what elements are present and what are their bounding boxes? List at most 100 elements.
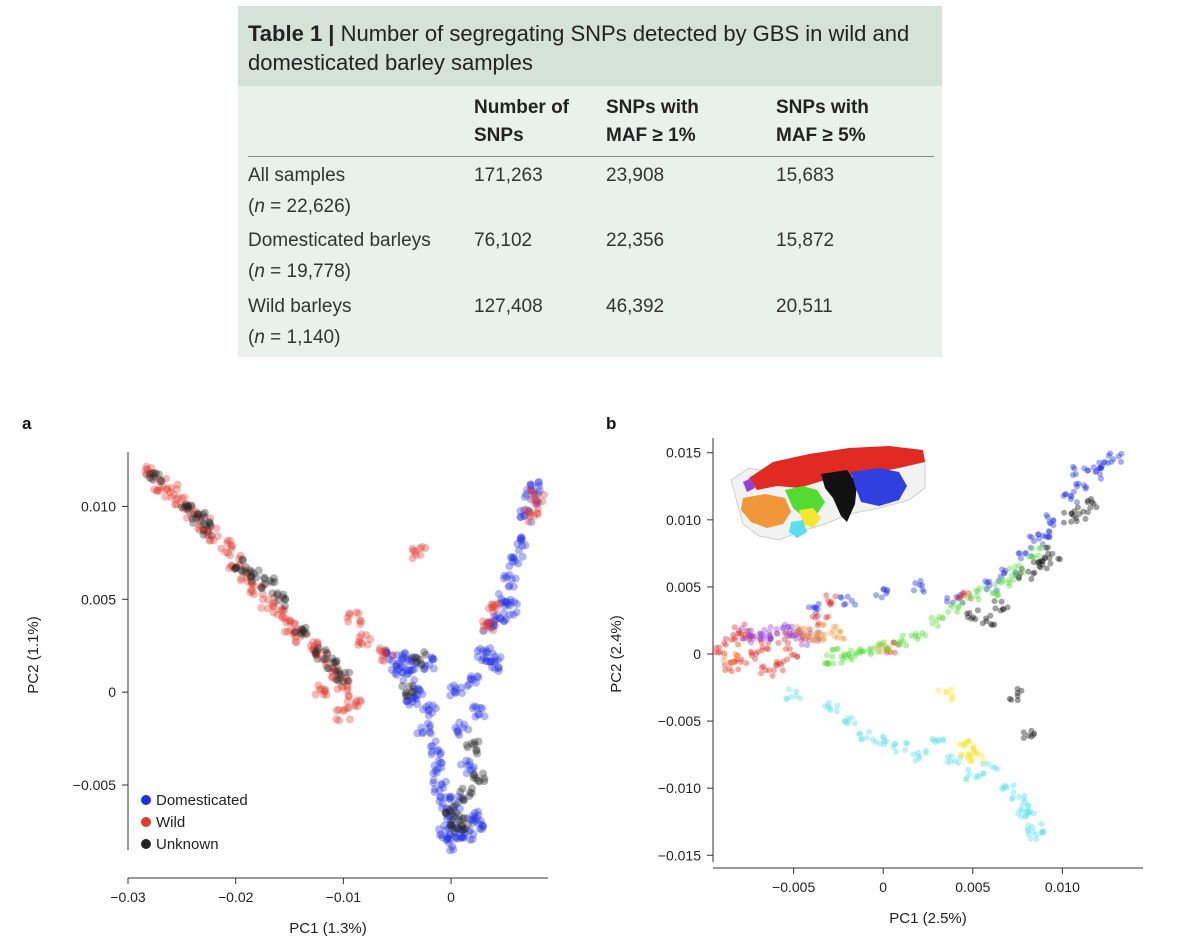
scatter-point bbox=[337, 670, 346, 679]
scatter-point bbox=[321, 660, 330, 669]
scatter-point bbox=[459, 796, 468, 805]
scatter-point bbox=[496, 599, 505, 608]
scatter-point bbox=[829, 653, 836, 660]
scatter-point bbox=[143, 465, 152, 474]
scatter-point bbox=[437, 793, 446, 802]
scatter-point bbox=[1050, 517, 1057, 524]
scatter-point bbox=[1030, 810, 1037, 817]
x-tick-label: 0.010 bbox=[1045, 879, 1080, 895]
scatter-point bbox=[987, 620, 994, 627]
scatter-point bbox=[416, 551, 425, 560]
scatter-point bbox=[320, 655, 329, 664]
scatter-point bbox=[379, 656, 388, 665]
cell-snps: 171,263 bbox=[474, 165, 543, 186]
scatter-point bbox=[247, 573, 256, 582]
scatter-point bbox=[378, 647, 387, 656]
scatter-point bbox=[442, 809, 451, 818]
scatter-point bbox=[301, 623, 310, 632]
scatter-point bbox=[902, 739, 909, 746]
scatter-point bbox=[413, 700, 422, 709]
scatter-point bbox=[825, 661, 832, 668]
scatter-point bbox=[417, 723, 426, 732]
scatter-point bbox=[516, 534, 525, 543]
scatter-point bbox=[356, 620, 365, 629]
scatter-point bbox=[1046, 555, 1053, 562]
scatter-point bbox=[475, 819, 484, 828]
scatter-point bbox=[247, 579, 256, 588]
scatter-point bbox=[480, 626, 489, 635]
scatter-point bbox=[260, 574, 269, 583]
scatter-point bbox=[995, 592, 1002, 599]
scatter-point bbox=[948, 686, 955, 693]
scatter-point bbox=[825, 703, 832, 710]
scatter-point bbox=[403, 665, 412, 674]
scatter-point bbox=[427, 653, 436, 662]
scatter-point bbox=[994, 766, 1001, 773]
scatter-point bbox=[270, 593, 279, 602]
scatter-point bbox=[994, 590, 1001, 597]
x-tick-label: −0.03 bbox=[110, 889, 146, 905]
scatter-point bbox=[891, 649, 898, 656]
scatter-point bbox=[500, 574, 509, 583]
scatter-point bbox=[534, 477, 543, 486]
scatter-point bbox=[825, 613, 832, 620]
scatter-point bbox=[987, 612, 994, 619]
scatter-point bbox=[453, 727, 462, 736]
scatter-point bbox=[445, 831, 454, 840]
scatter-point bbox=[735, 641, 742, 648]
scatter-point bbox=[716, 644, 723, 651]
scatter-point bbox=[851, 652, 858, 659]
scatter-point bbox=[914, 636, 921, 643]
scatter-point bbox=[798, 631, 805, 638]
scatter-point bbox=[462, 756, 471, 765]
scatter-point bbox=[1036, 563, 1043, 570]
table-title-bar: Table 1 | Number of segregating SNPs det… bbox=[238, 6, 942, 86]
scatter-point bbox=[529, 487, 538, 496]
scatter-point bbox=[492, 615, 501, 624]
scatter-point bbox=[806, 626, 813, 633]
scatter-point bbox=[451, 828, 460, 837]
scatter-point bbox=[841, 718, 848, 725]
scatter-point bbox=[1010, 782, 1017, 789]
scatter-point bbox=[531, 495, 540, 504]
scatter-point bbox=[323, 649, 332, 658]
scatter-point bbox=[1068, 511, 1075, 518]
scatter-point bbox=[497, 595, 506, 604]
scatter-point bbox=[463, 820, 472, 829]
scatter-point bbox=[425, 724, 434, 733]
scatter-point bbox=[483, 647, 492, 656]
scatter-point bbox=[975, 588, 982, 595]
scatter-point bbox=[783, 696, 790, 703]
scatter-point bbox=[878, 594, 885, 601]
scatter-point bbox=[939, 736, 946, 743]
scatter-point bbox=[451, 723, 460, 732]
scatter-point bbox=[261, 580, 270, 589]
row-label-domesticated: Domesticated barleys (n = 19,778) bbox=[248, 230, 431, 282]
scatter-point bbox=[745, 627, 752, 634]
scatter-point bbox=[446, 846, 455, 855]
scatter-point bbox=[1070, 513, 1077, 520]
scatter-point bbox=[443, 833, 452, 842]
scatter-point bbox=[852, 650, 859, 657]
scatter-point bbox=[788, 632, 795, 639]
scatter-point bbox=[409, 687, 418, 696]
scatter-point bbox=[1015, 550, 1022, 557]
scatter-point bbox=[278, 593, 287, 602]
scatter-point bbox=[1035, 531, 1042, 538]
scatter-point bbox=[438, 833, 447, 842]
scatter-point bbox=[747, 634, 754, 641]
scatter-point bbox=[1080, 508, 1087, 515]
scatter-point bbox=[408, 544, 417, 553]
map-region bbox=[821, 470, 857, 522]
scatter-point bbox=[812, 614, 819, 621]
scatter-point bbox=[443, 804, 452, 813]
scatter-point bbox=[392, 666, 401, 675]
scatter-point bbox=[993, 587, 1000, 594]
scatter-point bbox=[471, 678, 480, 687]
scatter-point bbox=[785, 623, 792, 630]
scatter-point bbox=[779, 667, 786, 674]
scatter-point bbox=[728, 668, 735, 675]
scatter-point bbox=[457, 793, 466, 802]
scatter-point bbox=[452, 800, 461, 809]
